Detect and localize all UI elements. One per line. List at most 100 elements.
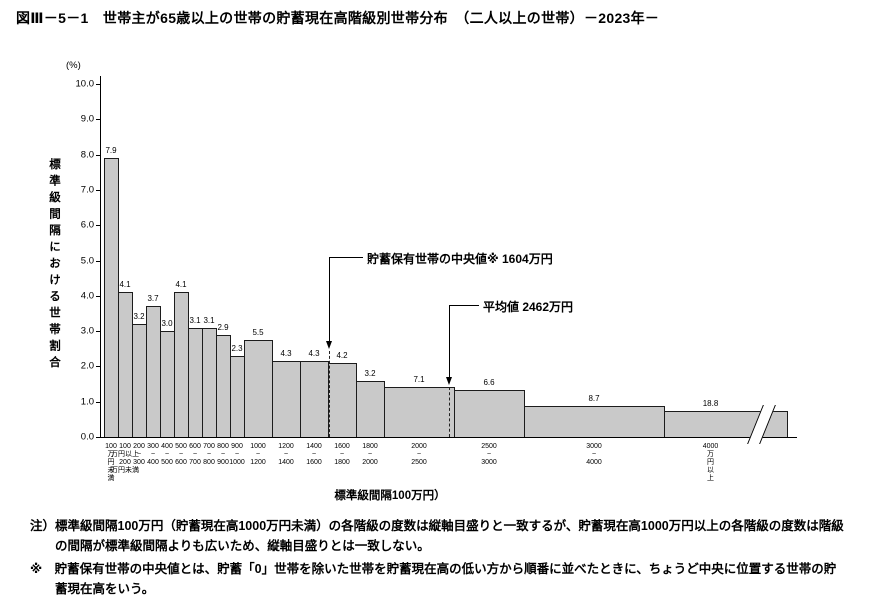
bar-value-label: 3.0: [161, 319, 173, 328]
mean-label: 平均値 2462万円: [483, 300, 574, 314]
x-tick-line: 900: [231, 443, 243, 450]
x-axis-tick-label: 400 ~500: [144, 443, 190, 467]
y-axis-tick-mark: [96, 119, 100, 120]
x-tick-line: 700: [189, 459, 201, 466]
bar: [300, 361, 329, 438]
y-axis-tick-mark: [96, 331, 100, 332]
x-axis-tick-label: 3000 ~4000: [508, 443, 680, 467]
x-tick-line: 3000: [481, 459, 497, 466]
x-tick-line: 900: [217, 459, 229, 466]
x-tick-line: 300: [147, 443, 159, 450]
x-tick-line: 100: [105, 443, 117, 450]
x-axis-title: 標準級間隔100万円）: [334, 490, 446, 502]
x-axis-tick-label: 1800 ~2000: [340, 443, 400, 467]
x-tick-line: 2500: [481, 443, 497, 450]
mean-connector-line: [449, 305, 479, 306]
mean-arrow-line: [449, 305, 450, 377]
median-label: 貯蓄保有世帯の中央値※ 1604万円: [367, 252, 553, 266]
bar: [244, 340, 273, 438]
x-tick-line: 200: [133, 443, 145, 450]
footnotes: 注）標準級間隔100万円（貯蓄現在高1000万円未満）の各階級の度数は縦軸目盛り…: [30, 516, 848, 602]
y-axis-title: 標準級間隔における世帯割合: [48, 158, 60, 373]
x-axis-line: [100, 437, 797, 438]
x-tick-line: ~: [136, 451, 142, 458]
y-axis-tick-label: 0.0: [80, 431, 94, 443]
x-axis-tick-label: 4000 万円以上: [648, 443, 773, 483]
y-axis-tick-label: 7.0: [80, 184, 94, 196]
y-axis-tick-mark: [96, 402, 100, 403]
x-tick-line: 1200: [250, 459, 266, 466]
x-tick-line: 満: [107, 475, 115, 482]
bar: [104, 158, 119, 438]
x-tick-line: 800: [203, 459, 215, 466]
x-tick-line: 100: [119, 443, 131, 450]
y-axis-tick-mark: [96, 190, 100, 191]
x-tick-line: 1200: [278, 443, 294, 450]
bar-value-label: 18.8: [702, 399, 719, 408]
x-tick-line: 500: [161, 459, 173, 466]
x-tick-line: ~: [486, 451, 492, 458]
bar: [524, 406, 665, 438]
x-tick-line: ~: [311, 451, 317, 458]
x-tick-line: ~: [206, 451, 212, 458]
x-tick-line: 1400: [306, 443, 322, 450]
x-tick-line: 800: [217, 443, 229, 450]
median-dashed-line: [329, 351, 330, 437]
bar: [188, 328, 203, 438]
x-tick-line: 1000: [250, 443, 266, 450]
bar-value-label: 2.3: [231, 344, 243, 353]
x-tick-line: 2000: [411, 443, 427, 450]
bar-value-label: 6.6: [483, 378, 495, 387]
median-arrow-line: [329, 257, 330, 341]
x-tick-line: ~: [150, 451, 156, 458]
x-tick-line: 4000: [586, 459, 602, 466]
y-axis-tick-mark: [96, 437, 100, 438]
x-tick-line: ~: [416, 451, 422, 458]
bar-value-label: 7.9: [105, 146, 117, 155]
y-axis-tick-label: 6.0: [80, 219, 94, 231]
x-tick-line: 300: [133, 459, 145, 466]
x-axis-tick-label: 600 ~700: [172, 443, 218, 467]
x-axis-tick-label: 1000 ~1200: [228, 443, 288, 467]
x-axis-tick-label: 300 ~400: [130, 443, 176, 467]
x-tick-line: 400: [161, 443, 173, 450]
bar: [202, 328, 217, 438]
bar: [384, 387, 455, 438]
x-axis-tick-label: 1200 ~1400: [256, 443, 316, 467]
y-axis-tick-label: 1.0: [80, 396, 94, 408]
y-axis-tick-mark: [96, 225, 100, 226]
bar: [230, 356, 245, 438]
bar: [174, 292, 189, 438]
bar-value-label: 2.9: [217, 323, 229, 332]
bar-value-label: 7.1: [413, 375, 425, 384]
x-tick-line: 200: [119, 459, 131, 466]
x-tick-line: ~: [164, 451, 170, 458]
x-tick-line: ~: [283, 451, 289, 458]
x-axis-tick-label: 2000 ~2500: [368, 443, 470, 467]
x-axis-tick-label: 700 ~800: [186, 443, 232, 467]
x-tick-line: 万: [107, 451, 115, 458]
x-axis-tick-label: 200 ~300: [116, 443, 162, 467]
x-tick-line: 500: [175, 443, 187, 450]
y-axis-line: [100, 76, 101, 438]
x-tick-line: 2000: [362, 459, 378, 466]
y-axis-tick-label: 2.0: [80, 360, 94, 372]
bar-value-label: 5.5: [252, 328, 264, 337]
x-tick-line: ~: [178, 451, 184, 458]
y-axis-tick-label: 9.0: [80, 113, 94, 125]
x-tick-line: 600: [175, 459, 187, 466]
median-connector-line: [329, 257, 363, 258]
x-tick-line: ~: [192, 451, 198, 458]
y-axis-unit-label: (%): [66, 60, 81, 71]
median-arrowhead-icon: [326, 341, 332, 349]
x-axis-tick-label: 800 ~900: [200, 443, 246, 467]
note-1: 注）標準級間隔100万円（貯蓄現在高1000万円未満）の各階級の度数は縦軸目盛り…: [30, 519, 844, 553]
bar: [132, 324, 147, 438]
figure-title: 図Ⅲ－5－1 世帯主が65歳以上の世帯の貯蓄現在高階級別世帯分布 （二人以上の世…: [16, 10, 660, 26]
bar-value-label: 3.1: [189, 316, 201, 325]
bar-value-label: 3.2: [133, 312, 145, 321]
x-tick-line: 700: [203, 443, 215, 450]
bar-value-label: 4.3: [308, 349, 320, 358]
